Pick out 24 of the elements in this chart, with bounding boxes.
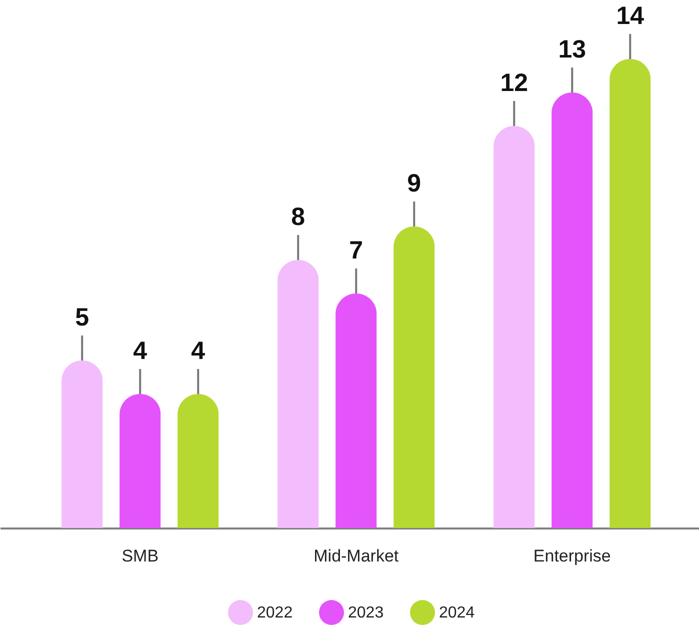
- data-label: 8: [291, 203, 306, 231]
- data-label: 13: [558, 36, 586, 64]
- bar: [610, 59, 651, 528]
- bar: [178, 394, 219, 528]
- bar: [394, 226, 435, 528]
- bar: [494, 126, 535, 528]
- x-tick-label: Enterprise: [533, 546, 611, 566]
- x-tick-label: Mid-Market: [314, 546, 399, 566]
- legend-label: 2023: [348, 604, 384, 622]
- bar: [62, 360, 103, 528]
- legend-label: 2022: [257, 604, 293, 622]
- data-label: 4: [191, 337, 206, 365]
- data-label: 5: [75, 304, 90, 332]
- data-label: 4: [133, 337, 148, 365]
- x-tick-label: SMB: [122, 546, 159, 566]
- bar: [552, 92, 593, 528]
- bar: [278, 260, 319, 528]
- legend-label: 2024: [439, 604, 475, 622]
- data-label: 12: [500, 69, 528, 97]
- data-label: 9: [407, 170, 422, 198]
- bar: [336, 294, 377, 528]
- data-label: 7: [349, 236, 364, 264]
- data-label: 14: [616, 2, 644, 30]
- bar: [120, 394, 161, 528]
